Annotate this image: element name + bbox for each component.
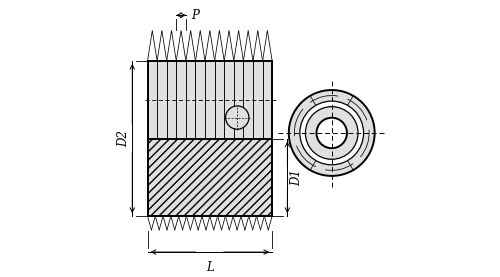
Text: L: L [206, 261, 214, 274]
Circle shape [306, 107, 358, 159]
Circle shape [226, 106, 249, 129]
Text: D1: D1 [290, 169, 303, 186]
Bar [148, 138, 272, 216]
Bar [148, 138, 272, 216]
Circle shape [300, 101, 364, 165]
Bar [148, 61, 272, 138]
Circle shape [289, 90, 374, 176]
Text: P: P [191, 9, 198, 22]
Circle shape [316, 118, 347, 148]
Text: D2: D2 [117, 130, 130, 147]
